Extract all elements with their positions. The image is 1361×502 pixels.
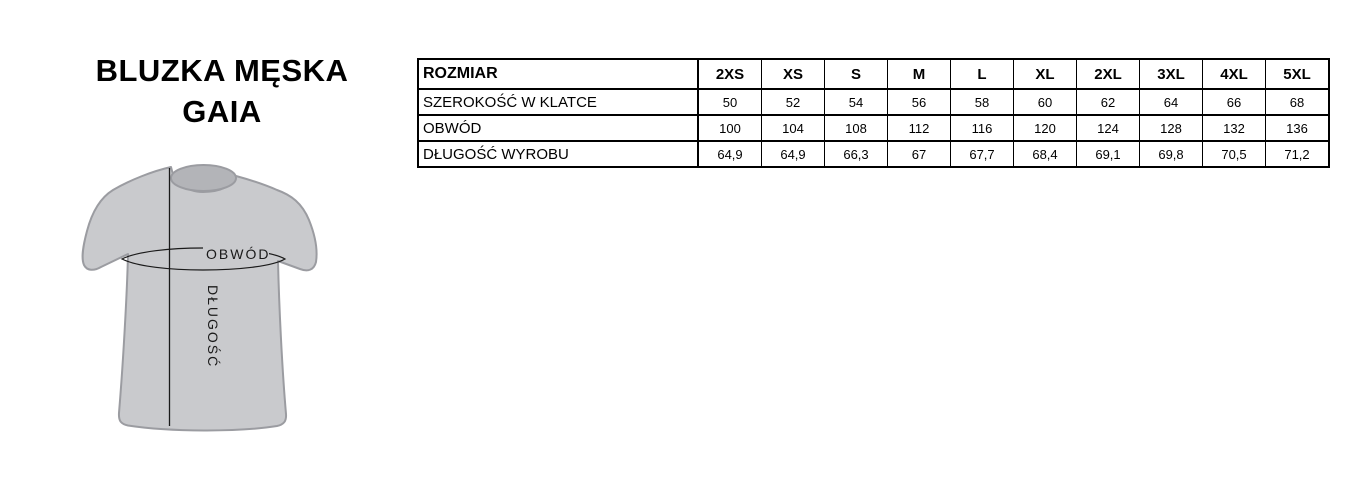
measurement-value-cell: 71,2 (1265, 140, 1330, 168)
measurement-value-cell: 54 (824, 88, 888, 116)
measurement-value-cell: 104 (761, 114, 825, 142)
measurement-value-cell: 58 (950, 88, 1014, 116)
size-column-header: XS (761, 58, 825, 90)
size-table-header-label: ROZMIAR (417, 58, 699, 90)
measurement-value-cell: 52 (761, 88, 825, 116)
size-column-header: XL (1013, 58, 1077, 90)
measurement-row-label: SZEROKOŚĆ W KLATCE (417, 88, 699, 116)
measurement-value-cell: 70,5 (1202, 140, 1266, 168)
size-column-header: L (950, 58, 1014, 90)
measurement-row-label: DŁUGOŚĆ WYROBU (417, 140, 699, 168)
size-table: ROZMIAR 2XS XS S M L XL 2XL 3XL 4XL 5XL SZEROKOŚĆ… (417, 58, 1330, 168)
dlugosc-label: DŁUGOŚĆ (205, 285, 222, 368)
measurement-value-cell: 112 (887, 114, 951, 142)
tshirt-diagram-svg: OBWÓD DŁUGOŚĆ (81, 164, 318, 432)
size-table-header-row: ROZMIAR 2XS XS S M L XL 2XL 3XL 4XL 5XL (417, 58, 1330, 90)
measurement-value-cell: 66 (1202, 88, 1266, 116)
measurement-value-cell: 50 (697, 88, 762, 116)
measurement-value-cell: 69,1 (1076, 140, 1140, 168)
measurement-value-cell: 68,4 (1013, 140, 1077, 168)
tshirt-body (81, 166, 318, 432)
measurement-value-cell: 64,9 (761, 140, 825, 168)
measurement-value-cell: 68 (1265, 88, 1330, 116)
measurement-value-cell: 108 (824, 114, 888, 142)
measurement-row-label: OBWÓD (417, 114, 699, 142)
table-row: SZEROKOŚĆ W KLATCE 50 52 54 56 58 60 62 64 66 68 (417, 88, 1330, 116)
measurement-value-cell: 67,7 (950, 140, 1014, 168)
girth-measure-ellipse (120, 247, 287, 271)
product-title: BLUZKA MĘSKA GAIA (55, 50, 389, 132)
measurement-value-cell: 62 (1076, 88, 1140, 116)
measurement-value-cell: 60 (1013, 88, 1077, 116)
size-table-body: SZEROKOŚĆ W KLATCE 50 52 54 56 58 60 62 64 66 68 OB… (417, 88, 1330, 168)
measurement-value-cell: 56 (887, 88, 951, 116)
measurement-value-cell: 64,9 (697, 140, 762, 168)
size-column-header: 2XS (697, 58, 762, 90)
measurement-value-cell: 67 (887, 140, 951, 168)
obwod-label: OBWÓD (206, 246, 270, 262)
measurement-value-cell: 124 (1076, 114, 1140, 142)
measurement-value-cell: 120 (1013, 114, 1077, 142)
size-column-header: M (887, 58, 951, 90)
table-row: OBWÓD 100 104 108 112 116 120 124 128 132 136 (417, 114, 1330, 142)
measurement-value-cell: 66,3 (824, 140, 888, 168)
size-column-header: 2XL (1076, 58, 1140, 90)
tshirt-measurement-diagram: OBWÓD DŁUGOŚĆ (75, 155, 325, 445)
measurement-value-cell: 132 (1202, 114, 1266, 142)
measurement-value-cell: 100 (697, 114, 762, 142)
measurement-value-cell: 116 (950, 114, 1014, 142)
obwod-label-backing (203, 246, 269, 260)
table-row: DŁUGOŚĆ WYROBU 64,9 64,9 66,3 67 67,7 68,4 69,1… (417, 140, 1330, 168)
measurement-value-cell: 128 (1139, 114, 1203, 142)
size-column-header: 5XL (1265, 58, 1330, 90)
measurement-value-cell: 69,8 (1139, 140, 1203, 168)
measurement-value-cell: 136 (1265, 114, 1330, 142)
size-column-header: 3XL (1139, 58, 1203, 90)
tshirt-collar (170, 164, 237, 192)
size-column-header: S (824, 58, 888, 90)
product-title-line2: GAIA (182, 94, 262, 129)
product-title-line1: BLUZKA MĘSKA (95, 53, 349, 88)
size-column-header: 4XL (1202, 58, 1266, 90)
measurement-value-cell: 64 (1139, 88, 1203, 116)
